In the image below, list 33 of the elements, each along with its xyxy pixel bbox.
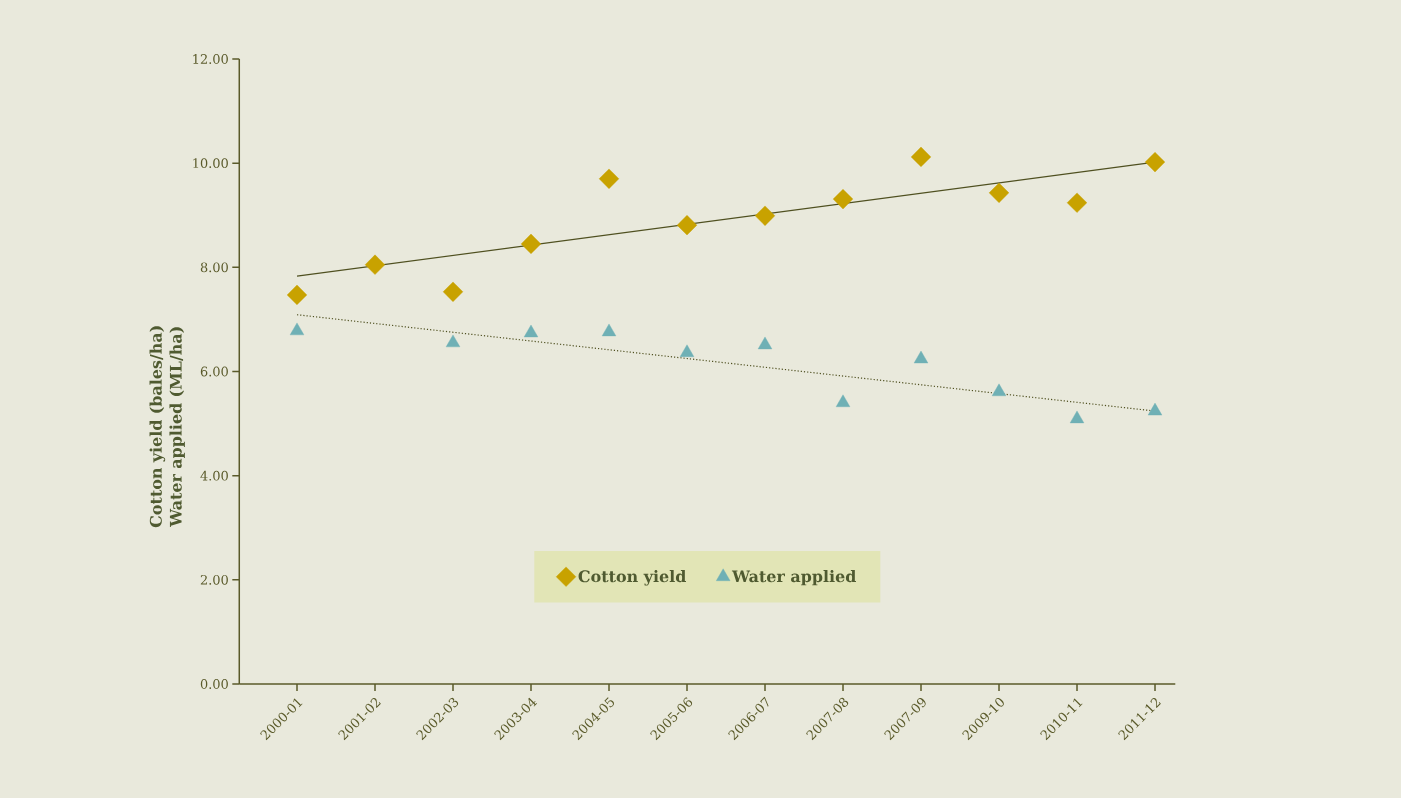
legend-label: Water applied (731, 569, 856, 586)
point (676, 215, 698, 236)
point (601, 323, 617, 337)
y-tick-label: 2.00 (200, 574, 228, 585)
point (286, 284, 308, 305)
point (835, 394, 851, 407)
y-axis-title: Cotton yield (bales/ha) Water applied (ML/ha) (149, 326, 185, 528)
y-tick-label: 8.00 (200, 262, 228, 273)
point (757, 336, 773, 350)
point (1066, 192, 1088, 213)
point (523, 324, 539, 338)
point (1147, 402, 1163, 416)
y-tick-label: 6.00 (200, 366, 228, 377)
point (598, 168, 620, 189)
y-tick-label: 0.00 (200, 679, 228, 689)
point (913, 350, 929, 364)
point (988, 182, 1010, 203)
point (445, 334, 461, 348)
point (520, 233, 542, 254)
y-tick-label: 10.00 (193, 158, 228, 169)
legend-label: Cotton yield (578, 569, 687, 586)
point (910, 146, 932, 167)
point (1144, 152, 1166, 173)
point (442, 281, 464, 302)
point (1069, 410, 1085, 424)
point (754, 205, 776, 226)
point (991, 383, 1007, 396)
point (364, 254, 386, 275)
y-tick-label: 12.00 (193, 54, 228, 64)
y-tick-label: 4.00 (200, 470, 228, 481)
point (832, 189, 854, 210)
point (289, 322, 305, 336)
point (679, 344, 695, 357)
